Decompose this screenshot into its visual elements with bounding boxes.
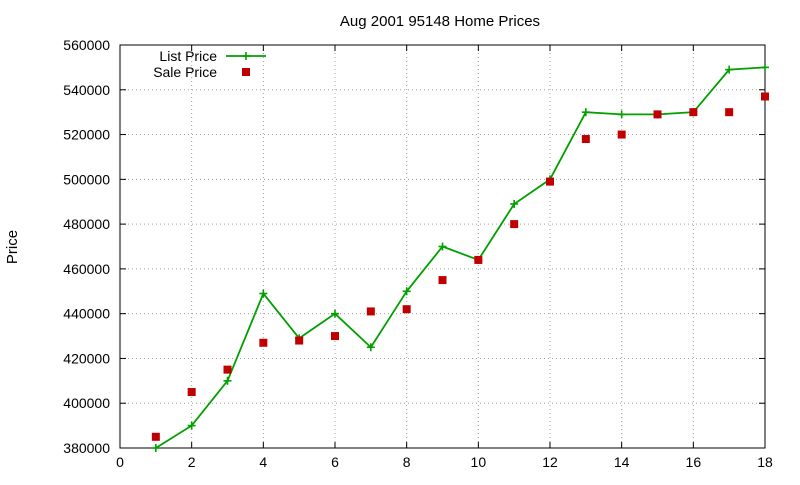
sale-price-point [653, 110, 662, 119]
x-tick-label: 18 [757, 454, 773, 470]
legend-plus-marker [242, 52, 250, 60]
x-tick-label: 8 [403, 454, 411, 470]
legend-label: List Price [159, 48, 217, 64]
sale-price-point [689, 108, 698, 117]
list-price-line [155, 66, 766, 449]
y-tick-label: 400000 [63, 395, 110, 411]
sale-price-point [546, 177, 554, 186]
list-price-point [223, 376, 232, 385]
list-price-point [187, 421, 196, 430]
sale-price-point [617, 130, 626, 139]
x-tick-label: 2 [188, 454, 196, 470]
list-price-point [151, 444, 160, 452]
sale-price-point [331, 332, 339, 341]
list-price-point [617, 110, 626, 119]
axis-ticks: 0 2 4 6 8 10 12 14 16 18 380000 400000 420000 440000 4… [63, 37, 773, 470]
legend-label: Sale Price [153, 64, 217, 80]
y-tick-label: 480000 [63, 216, 110, 232]
chart-title: Aug 2001 95148 Home Prices [340, 13, 540, 30]
sale-price-point [438, 276, 447, 285]
x-tick-label: 4 [259, 454, 267, 470]
sale-price-point [295, 336, 304, 345]
legend-square-swatch [242, 68, 250, 76]
sale-price-point [151, 432, 160, 441]
sale-price-point [581, 135, 590, 144]
x-tick-label: 0 [116, 454, 124, 470]
x-tick-label: 14 [614, 454, 630, 470]
list-price-point [259, 289, 268, 298]
sale-price-point [761, 92, 769, 101]
list-price-point [438, 242, 447, 251]
x-tick-label: 16 [686, 454, 702, 470]
sale-price-point [259, 338, 268, 347]
y-tick-label: 500000 [63, 171, 110, 187]
plot-frame [119, 44, 766, 449]
sale-price-point [725, 108, 734, 117]
list-price-point [761, 63, 769, 72]
series-sale-price [151, 92, 769, 441]
list-price-point [725, 65, 734, 74]
x-tick-label: 6 [331, 454, 339, 470]
list-price-point [581, 108, 590, 117]
series-list-price [151, 63, 769, 452]
sale-price-point [402, 305, 411, 314]
y-tick-label: 440000 [63, 306, 110, 322]
sale-price-point [366, 307, 375, 316]
y-tick-label: 380000 [63, 440, 110, 456]
x-tick-label: 12 [542, 454, 558, 470]
list-price-point [510, 199, 519, 208]
sale-price-point [223, 365, 232, 374]
sale-price-point [474, 255, 483, 264]
y-tick-label: 540000 [63, 82, 110, 98]
y-tick-label: 520000 [63, 127, 110, 143]
sale-price-point [187, 388, 196, 397]
sale-price-point [510, 220, 519, 229]
series-layer [151, 63, 769, 452]
y-axis-label: Price [4, 230, 21, 264]
list-price-point [331, 309, 339, 318]
y-tick-label: 560000 [63, 37, 110, 53]
y-tick-label: 460000 [63, 261, 110, 277]
x-tick-label: 10 [471, 454, 487, 470]
list-price-point [402, 287, 411, 296]
list-price-point [366, 343, 375, 352]
y-tick-label: 420000 [63, 350, 110, 366]
